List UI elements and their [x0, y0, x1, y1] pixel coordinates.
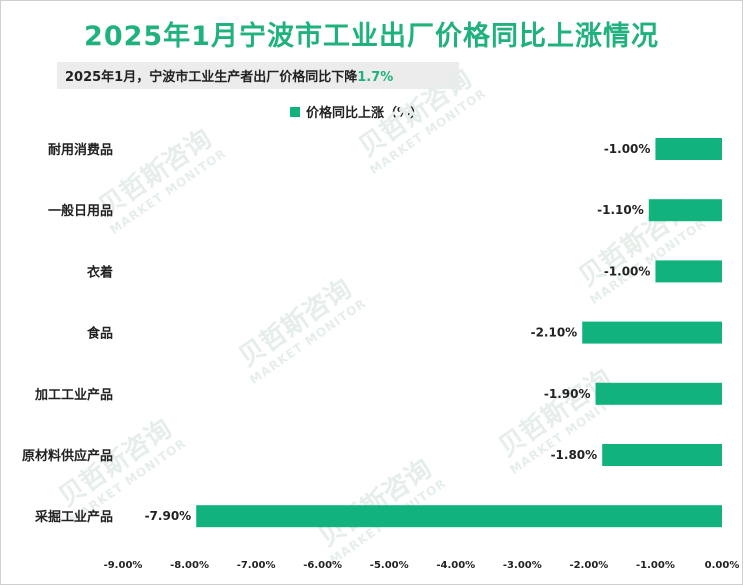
category-label: 食品: [87, 326, 113, 342]
x-tick-label: 0.00%: [705, 560, 740, 571]
x-tick-label: -5.00%: [370, 560, 409, 571]
value-label: -1.00%: [604, 264, 651, 278]
x-axis-ticks: -9.00% -8.00% -7.00% -6.00% -5.00% -4.00% -3.0…: [104, 560, 740, 571]
category-label: 耐用消费品: [48, 142, 113, 158]
category-label: 采掘工业产品: [34, 509, 113, 525]
value-label: -2.10%: [531, 326, 578, 340]
legend: 价格同比上涨（%）: [290, 102, 423, 121]
legend-label: 价格同比上涨（%）: [306, 106, 424, 121]
x-tick-label: -3.00%: [503, 560, 542, 571]
category-label: 加工工业产品: [34, 387, 113, 403]
chart-subtitle: 2025年1月，宁波市工业生产者出厂价格同比下降1.7%: [65, 66, 393, 85]
value-label: -1.80%: [551, 448, 598, 462]
chart-title: 2025年1月宁波市工业出厂价格同比上涨情况: [84, 21, 659, 52]
category-label: 一般日用品: [48, 203, 113, 219]
x-tick-label: -8.00%: [170, 560, 209, 571]
value-label: -1.90%: [544, 387, 591, 401]
subtitle-highlight: 1.7%: [357, 70, 394, 85]
x-tick-label: -9.00%: [104, 560, 143, 571]
subtitle-text: 2025年1月，宁波市工业生产者出厂价格同比下降: [65, 70, 358, 85]
x-tick-label: -6.00%: [303, 560, 342, 571]
x-tick-label: -1.00%: [636, 560, 675, 571]
bar: [602, 444, 722, 466]
bar: [582, 321, 722, 344]
bar: [648, 199, 722, 222]
category-label: 原材料供应产品: [22, 448, 113, 464]
category-label: 衣着: [87, 264, 113, 280]
x-tick-label: -2.00%: [569, 560, 608, 571]
value-labels: -1.00% -1.10% -1.00% -2.10% -1.90% -1.80% -7.9…: [145, 142, 651, 523]
bars-layer: [196, 138, 722, 528]
bar: [196, 505, 722, 528]
bar: [655, 138, 722, 160]
value-label: -7.90%: [145, 509, 192, 523]
legend-swatch: [290, 107, 300, 117]
bar: [595, 382, 722, 405]
value-label: -1.10%: [597, 203, 644, 217]
x-tick-label: -4.00%: [436, 560, 475, 571]
subtitle-box: [57, 62, 459, 89]
value-label: -1.00%: [604, 142, 651, 156]
bar: [655, 260, 722, 283]
x-tick-label: -7.00%: [237, 560, 276, 571]
